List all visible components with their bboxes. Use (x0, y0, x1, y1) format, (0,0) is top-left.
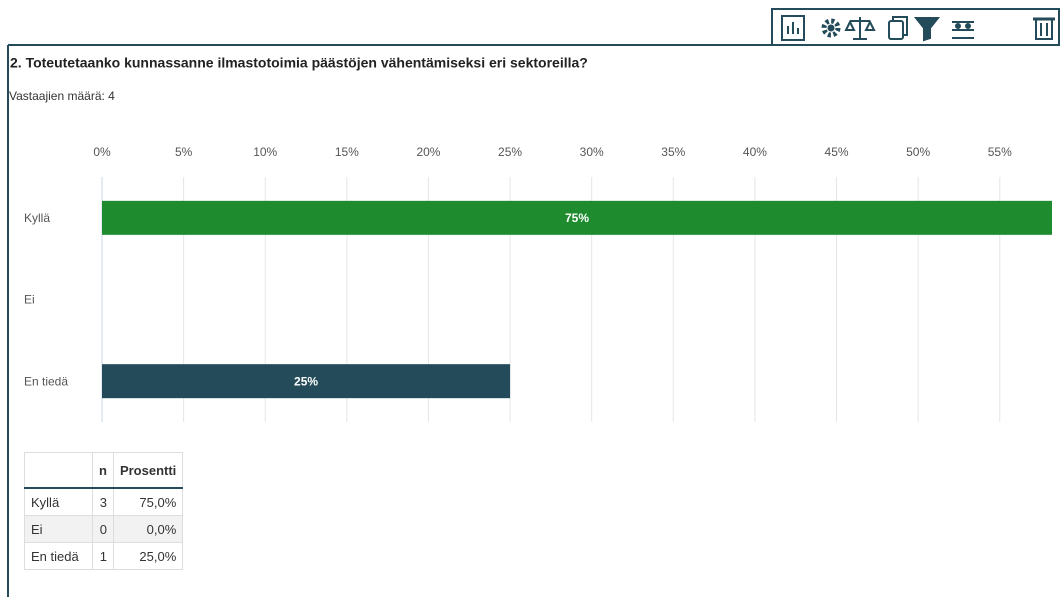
table-header: Prosentti (112, 452, 184, 489)
bar (102, 200, 1052, 235)
table-row: En tiedä 1 25,0% (24, 542, 184, 570)
table-cell: 1 (92, 542, 114, 570)
table-cell: 0,0% (112, 515, 184, 543)
x-tick-label: 30% (580, 145, 604, 159)
toolbar-icons (781, 15, 1055, 42)
copy-icon[interactable] (888, 16, 908, 40)
x-tick-label: 50% (906, 145, 930, 159)
data-label: 75% (565, 211, 589, 225)
settings-icon[interactable] (821, 18, 841, 38)
table-cell: En tiedä (24, 542, 93, 570)
x-tick-label: 35% (661, 145, 685, 159)
plot-area (102, 200, 1052, 399)
table-row: Kyllä 3 75,0% (24, 487, 184, 516)
table-cell: 25,0% (112, 542, 184, 570)
x-tick-label: 20% (416, 145, 440, 159)
x-tick-label: 45% (825, 145, 849, 159)
x-tick-label: 25% (498, 145, 522, 159)
x-tick-label: 55% (988, 145, 1012, 159)
x-tick-label: 5% (175, 145, 193, 159)
summary-table: n Prosentti Kyllä 3 75,0% Ei 0 0,0% En tiedä 1 25,… (24, 452, 184, 570)
table-cell: 0 (92, 515, 114, 543)
table-cell: 75,0% (112, 487, 184, 516)
data-label: 25% (294, 374, 318, 388)
table-row: n Prosentti (24, 452, 184, 489)
weight-icon[interactable] (844, 17, 876, 40)
table-row: Ei 0 0,0% (24, 515, 184, 543)
y-tick-label: Ei (24, 293, 35, 307)
table-cell: Ei (24, 515, 93, 543)
chart-icon[interactable] (781, 15, 805, 41)
table-cell: Kyllä (24, 487, 93, 516)
y-tick-label: Kyllä (24, 211, 50, 225)
bar (102, 364, 511, 399)
delete-icon[interactable] (1033, 17, 1055, 40)
x-tick-label: 15% (335, 145, 359, 159)
y-tick-label: En tiedä (24, 374, 68, 388)
respondent-count: Vastaajien määrä: 4 (9, 89, 115, 103)
x-tick-label: 40% (743, 145, 767, 159)
table-header (24, 452, 93, 489)
x-tick-label: 0% (93, 145, 111, 159)
x-tick-label: 10% (253, 145, 277, 159)
toolbar (771, 8, 1060, 46)
compare-icon[interactable] (952, 21, 974, 39)
question-title: 2. Toteutetaanko kunnassanne ilmastotoim… (10, 55, 588, 71)
table-cell: 3 (92, 487, 114, 516)
filter-icon[interactable] (913, 17, 941, 42)
table-header: n (92, 452, 114, 489)
